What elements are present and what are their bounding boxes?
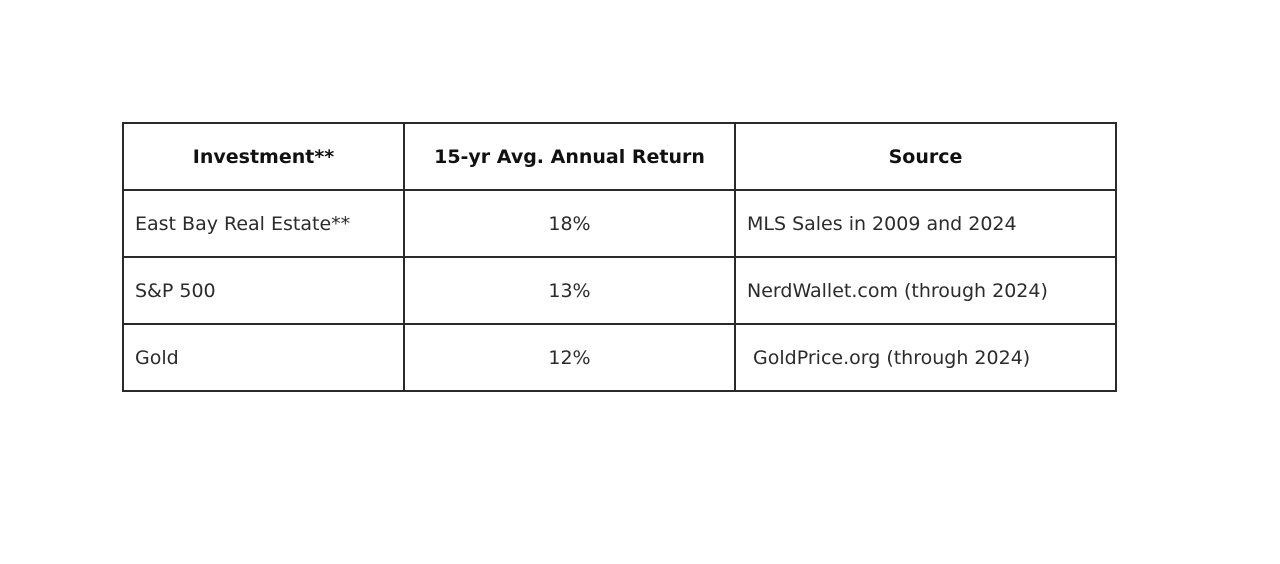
header-avg-annual-return: 15-yr Avg. Annual Return <box>403 122 736 191</box>
header-row: Investment** 15-yr Avg. Annual Return So… <box>122 122 1117 191</box>
header-investment: Investment** <box>122 122 405 191</box>
source-cell: GoldPrice.org (through 2024) <box>734 323 1117 392</box>
investment-cell: S&P 500 <box>122 256 405 325</box>
header-source: Source <box>734 122 1117 191</box>
investment-returns-table: Investment** 15-yr Avg. Annual Return So… <box>122 122 1117 392</box>
table-header: Investment** 15-yr Avg. Annual Return So… <box>122 122 1117 191</box>
return-cell: 13% <box>403 256 736 325</box>
source-cell: NerdWallet.com (through 2024) <box>734 256 1117 325</box>
source-cell: MLS Sales in 2009 and 2024 <box>734 189 1117 258</box>
return-cell: 12% <box>403 323 736 392</box>
table-row: S&P 500 13% NerdWallet.com (through 2024… <box>122 256 1117 325</box>
investment-cell: Gold <box>122 323 405 392</box>
investment-cell: East Bay Real Estate** <box>122 189 405 258</box>
return-cell: 18% <box>403 189 736 258</box>
table-row: East Bay Real Estate** 18% MLS Sales in … <box>122 189 1117 258</box>
table-body: East Bay Real Estate** 18% MLS Sales in … <box>122 189 1117 392</box>
table-row: Gold 12% GoldPrice.org (through 2024) <box>122 323 1117 392</box>
